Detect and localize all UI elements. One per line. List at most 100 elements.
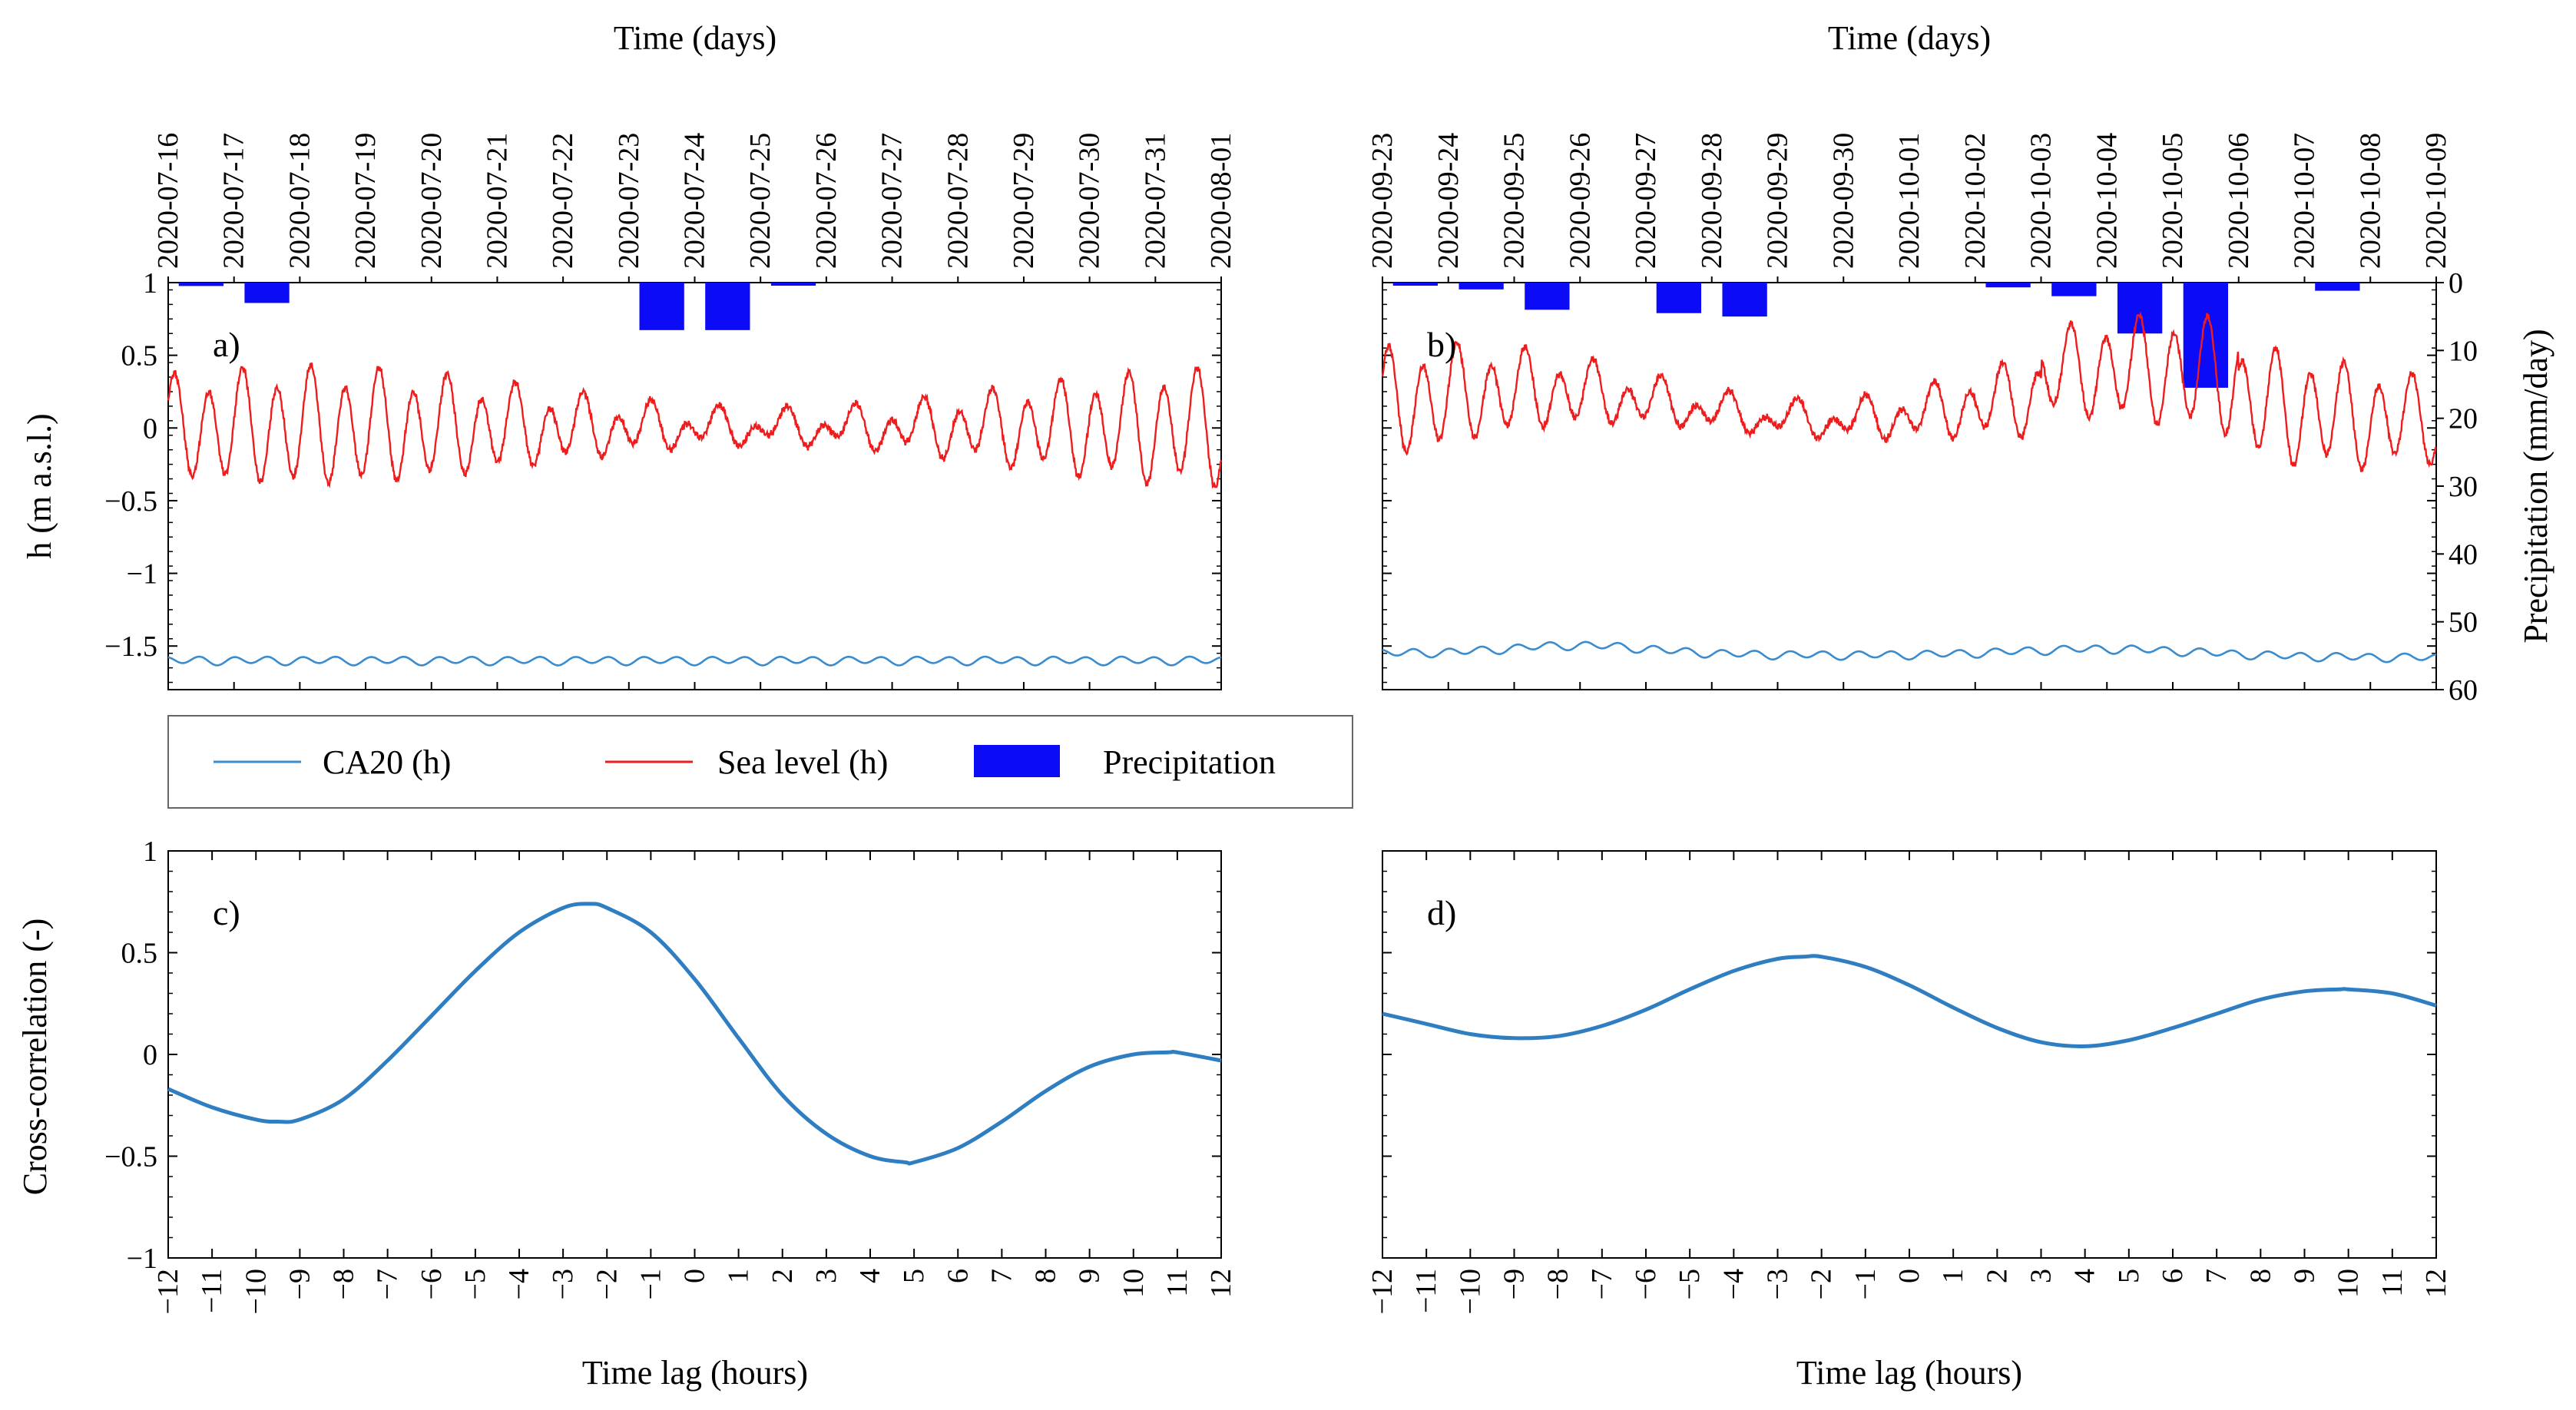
panel-b-ca20-line bbox=[1382, 640, 2437, 664]
panel-d-xtick-label: −3 bbox=[1762, 1269, 1794, 1299]
panel-b-xtick-label: 2020-10-02 bbox=[1959, 133, 1992, 269]
panel-d-xtick-label: −9 bbox=[1498, 1269, 1531, 1299]
panel-a-xtick-label: 2020-07-24 bbox=[679, 133, 711, 269]
panel-d-frame bbox=[1382, 850, 2437, 1259]
panel-a-ytick-label: −1 bbox=[127, 558, 157, 591]
panel-b: 2020-09-23 2020-09-24 2020-09-25 2020-09-26… bbox=[1366, 133, 2478, 707]
panel-a-ytick-label: 0 bbox=[143, 412, 157, 445]
panel-b-xtick-label: 2020-09-30 bbox=[1827, 133, 1859, 269]
panel-d-xcorr-line bbox=[1382, 954, 2437, 1048]
panel-c-label: c) bbox=[213, 893, 240, 932]
panel-b-y2tick-label: 50 bbox=[2449, 607, 2478, 639]
panel-a-xtick-label: 2020-07-19 bbox=[349, 133, 382, 269]
panel-d-xtick-label: −12 bbox=[1366, 1269, 1399, 1314]
panel-b-precip-bar bbox=[1722, 283, 1767, 317]
panel-b-top-axis-title: Time (days) bbox=[1828, 19, 1991, 57]
panel-d-xtick-label: 9 bbox=[2289, 1269, 2321, 1283]
panel-c-ytick-label: 0.5 bbox=[121, 938, 158, 970]
panel-c-xtick-label: 4 bbox=[854, 1269, 886, 1283]
legend-box bbox=[167, 715, 1353, 809]
panel-c-xtick-label: −9 bbox=[283, 1269, 316, 1299]
panel-c-xtick-label: −1 bbox=[634, 1269, 667, 1299]
panel-a-top-axis-title: Time (days) bbox=[614, 19, 776, 57]
panel-a-ytick-label: −1.5 bbox=[104, 631, 157, 663]
panel-c-xtick-label: −5 bbox=[459, 1269, 492, 1299]
panel-c-xtick-label: −8 bbox=[328, 1269, 360, 1299]
panel-b-y2tick-label: 60 bbox=[2449, 674, 2478, 707]
panel-c-xcorr-line bbox=[167, 902, 1222, 1166]
panel-d-xtick-label: 2 bbox=[1981, 1269, 2013, 1283]
panel-b-precip-bar bbox=[1459, 283, 1504, 290]
panel-b-y2tick-label: 30 bbox=[2449, 471, 2478, 503]
panel-a-precip-bar bbox=[244, 283, 290, 303]
panel-a-xtick-label: 2020-07-21 bbox=[481, 133, 513, 269]
panel-c-xtick-label: 10 bbox=[1117, 1269, 1150, 1298]
panel-b-xtick-label: 2020-10-06 bbox=[2223, 133, 2255, 269]
panel-d-xtick-label: 1 bbox=[1937, 1269, 1969, 1283]
panel-b-precip-bar bbox=[1392, 283, 1439, 286]
panel-c-frame bbox=[167, 850, 1222, 1259]
panel-b-xtick-label: 2020-10-07 bbox=[2289, 133, 2321, 269]
panel-d-xtick-label: −11 bbox=[1410, 1269, 1442, 1313]
legend-sea-label: Sea level (h) bbox=[717, 743, 888, 781]
panel-b-xtick-label: 2020-10-04 bbox=[2091, 133, 2123, 269]
panel-a-frame bbox=[167, 282, 1222, 690]
legend-precip-label: Precipitation bbox=[1103, 743, 1276, 781]
panel-d-label: d) bbox=[1427, 893, 1456, 932]
panel-b-precip-bar bbox=[1985, 283, 2031, 288]
panel-a-xtick-label: 2020-07-31 bbox=[1139, 133, 1171, 269]
legend: CA20 (h) Sea level (h) Precipitation bbox=[167, 715, 1353, 809]
panel-b-sea-level-line bbox=[1381, 311, 2437, 472]
panel-a-ytick-label: −0.5 bbox=[104, 485, 157, 518]
panel-b-y2tick-label: 40 bbox=[2449, 538, 2478, 571]
panel-d-xtick-label: 11 bbox=[2376, 1269, 2409, 1297]
panel-b-xtick-label: 2020-09-26 bbox=[1564, 133, 1596, 269]
panel-c-xtick-label: −12 bbox=[152, 1269, 184, 1314]
panel-b-xtick-label: 2020-09-24 bbox=[1432, 133, 1465, 269]
panel-b-xtick-label: 2020-09-28 bbox=[1696, 133, 1728, 269]
panel-a-ytick-label: 1 bbox=[143, 267, 157, 300]
panel-b-precip-bar bbox=[1525, 283, 1570, 310]
panel-b-xtick-label: 2020-09-27 bbox=[1630, 133, 1662, 269]
panel-a-precip-bar bbox=[178, 283, 223, 286]
panel-a-xtick-label: 2020-07-25 bbox=[744, 133, 776, 269]
panel-d-xtick-label: 6 bbox=[2157, 1269, 2189, 1283]
panel-b-frame bbox=[1382, 282, 2437, 690]
panel-a-xtick-label: 2020-07-22 bbox=[547, 133, 579, 269]
panel-a-xtick-label: 2020-07-23 bbox=[613, 133, 645, 269]
panel-a-precip-bar bbox=[639, 283, 684, 330]
panel-b-precip-bar bbox=[2315, 283, 2360, 291]
panel-c-xtick-label: −3 bbox=[547, 1269, 579, 1299]
panel-b-xtick-label: 2020-10-03 bbox=[2025, 133, 2058, 269]
panel-d-x-axis-title: Time lag (hours) bbox=[1796, 1354, 2022, 1392]
panel-c-xtick-label: 5 bbox=[898, 1269, 930, 1283]
panel-b-xtick-label: 2020-09-25 bbox=[1498, 133, 1531, 269]
panel-d-xtick-label: −1 bbox=[1849, 1269, 1882, 1299]
panel-d-xtick-label: 3 bbox=[2025, 1269, 2058, 1283]
panel-c-xtick-label: −10 bbox=[240, 1269, 272, 1314]
panel-d-xtick-label: 0 bbox=[1893, 1269, 1925, 1283]
panel-c-xtick-label: 1 bbox=[723, 1269, 755, 1283]
panel-c-xtick-label: 11 bbox=[1161, 1269, 1194, 1297]
panel-c-xtick-label: 9 bbox=[1074, 1269, 1106, 1283]
panel-d-xtick-label: −10 bbox=[1454, 1269, 1486, 1314]
panel-c-xtick-label: 8 bbox=[1030, 1269, 1062, 1283]
panel-a-xtick-label: 2020-07-26 bbox=[810, 133, 843, 269]
panel-d-xtick-label: 12 bbox=[2420, 1269, 2452, 1298]
panel-c-xtick-label: −4 bbox=[503, 1269, 535, 1299]
panel-b-y2-axis-title: Precipitation (mm/day) bbox=[2517, 329, 2554, 643]
panel-a-label: a) bbox=[213, 325, 240, 364]
panel-b-precip-bar bbox=[2117, 283, 2163, 334]
panel-c-xtick-label: 7 bbox=[985, 1269, 1018, 1283]
panel-c-ytick-label: −1 bbox=[127, 1243, 157, 1275]
legend-precip-swatch bbox=[974, 745, 1060, 777]
panel-d: −12 −11 −10 −9 −8 −7 −6 −5 −4 −3 −2 −1 0 1 2 3 4 5 6 7 8 9 10 1… bbox=[1366, 850, 2452, 1314]
panel-a-xtick-label: 2020-07-29 bbox=[1008, 133, 1040, 269]
panel-c-xtick-label: −6 bbox=[416, 1269, 448, 1299]
panel-a-xtick-label: 2020-07-16 bbox=[152, 133, 184, 269]
panel-c-ytick-label: −0.5 bbox=[104, 1141, 157, 1173]
panel-d-xtick-label: −7 bbox=[1586, 1269, 1618, 1299]
panel-c-xtick-label: 0 bbox=[679, 1269, 711, 1283]
panel-a-xtick-label: 2020-08-01 bbox=[1205, 133, 1237, 269]
panel-d-xtick-label: −4 bbox=[1717, 1269, 1750, 1299]
